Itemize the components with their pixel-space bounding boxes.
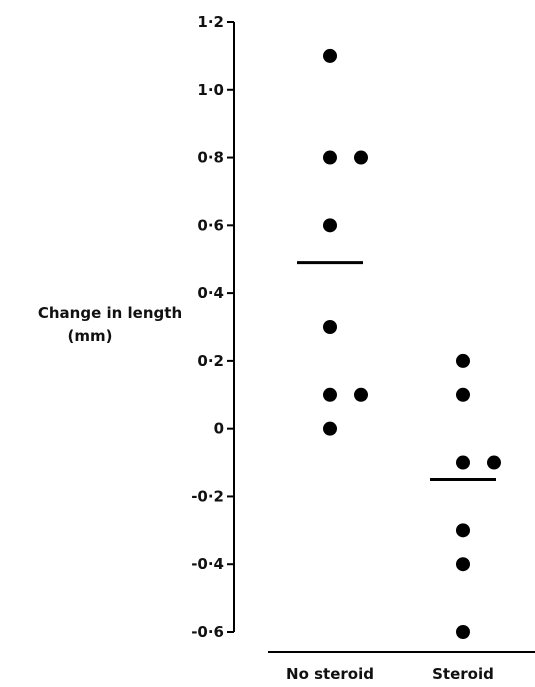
data-point-1-0 [456,353,470,368]
y-axis-title-line-2: (mm) [68,327,113,345]
mean-lines [297,261,496,481]
data-point-0-4 [323,320,337,334]
data-point-1-6 [456,625,470,639]
data-point-0-1 [323,150,337,165]
data-point-1-3 [487,455,501,470]
data-point-1-1 [456,387,470,402]
data-point-0-2 [354,150,368,165]
y-tick-label-4: 0·4 [197,284,224,302]
data-point-0-6 [354,387,368,402]
data-point-1-5 [456,557,470,572]
y-tick-label-8: -0·4 [191,555,224,573]
y-tick-label-1: 1·0 [197,81,224,99]
x-category-label-0: No steroid [286,665,374,683]
y-tick-label-9: -0·6 [191,623,224,641]
x-axis-category-labels: No steroid Steroid [286,665,494,683]
data-point-0-3 [323,218,337,233]
y-tick-label-2: 0·8 [197,149,224,167]
data-point-0-5 [323,387,337,402]
y-tick-label-0: 1·2 [197,13,224,31]
y-tick-label-6: 0 [214,420,224,438]
y-tick-label-7: -0·2 [191,487,224,505]
y-axis-ticks [227,21,234,633]
data-points [323,48,501,639]
y-axis-tick-labels: 1·2 1·0 0·8 0·6 0·4 0·2 0 -0·2 -0·4 -0·6 [191,13,224,641]
data-point-1-4 [456,523,470,538]
data-point-0-7 [323,421,337,436]
y-axis-title-line-1: Change in length [38,304,182,322]
x-category-label-1: Steroid [432,665,494,683]
data-point-1-2 [456,455,470,470]
y-tick-label-5: 0·2 [197,352,224,370]
y-tick-label-3: 0·6 [197,216,224,234]
data-point-0-0 [323,48,337,63]
